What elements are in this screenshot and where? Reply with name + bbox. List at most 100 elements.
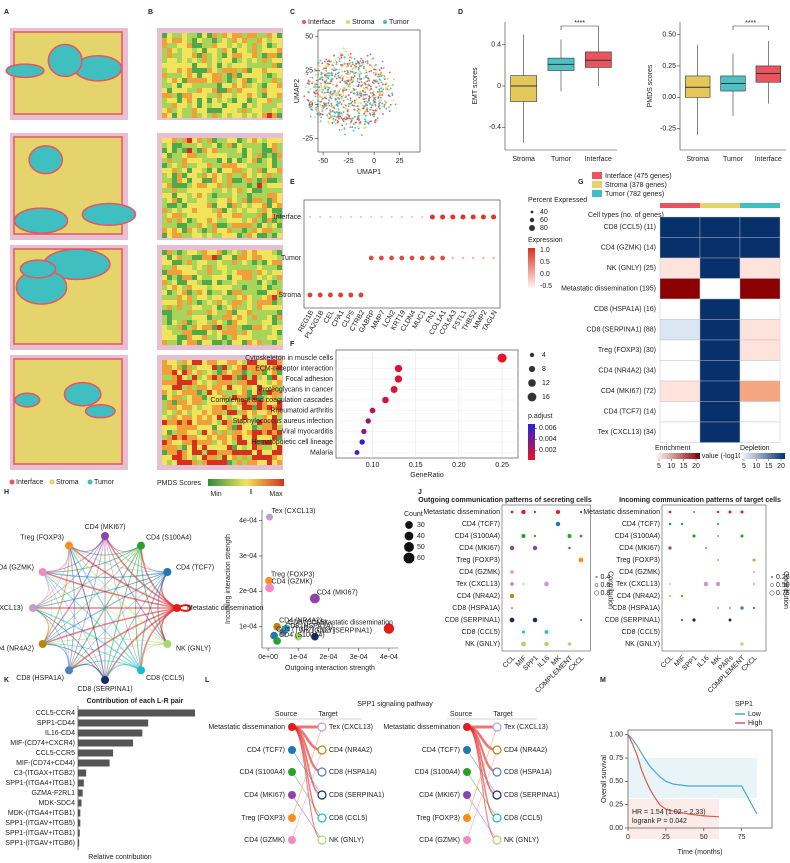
score-spot [197, 450, 202, 455]
cell-point [349, 122, 352, 125]
cell-point [342, 99, 345, 102]
score-spot [222, 148, 227, 153]
score-spot [277, 410, 282, 415]
score-spot [252, 390, 257, 395]
score-spot [192, 420, 197, 425]
score-spot [222, 365, 227, 370]
score-spot [267, 365, 272, 370]
tumor-region [63, 381, 102, 407]
cell-point [356, 125, 359, 128]
score-spot [262, 53, 267, 58]
score-spot [212, 188, 217, 193]
score-spot [167, 340, 172, 345]
score-spot [192, 285, 197, 290]
score-spot [172, 48, 177, 53]
cell-point [319, 104, 322, 106]
edge [104, 607, 178, 681]
score-spot [252, 103, 257, 108]
cell-point [380, 99, 382, 102]
score-spot [252, 455, 257, 460]
score-spot [277, 88, 282, 93]
score-spot [167, 415, 172, 420]
score-spot [277, 168, 282, 173]
score-spot [272, 300, 277, 305]
score-spot [192, 208, 197, 213]
score-spot [232, 143, 237, 148]
score-spot [182, 425, 187, 430]
score-spot [227, 400, 232, 405]
score-spot [212, 290, 217, 295]
edge [42, 545, 142, 573]
cell-point [356, 85, 359, 88]
cell-point [353, 72, 355, 75]
score-spot [267, 153, 272, 158]
score-spot [192, 395, 197, 400]
score-spot [192, 340, 197, 345]
legend-dot [49, 479, 55, 485]
score-spot [212, 405, 217, 410]
score-spot [187, 430, 192, 435]
pattern-dot [740, 534, 744, 538]
cell-point [362, 67, 365, 70]
pattern-dot [567, 534, 572, 538]
legend-dot [403, 552, 415, 564]
expression-dot [379, 255, 384, 261]
score-spot [172, 188, 177, 193]
score-spot [172, 58, 177, 63]
score-spot [237, 83, 242, 88]
score-spot [192, 415, 197, 420]
score-spot [247, 153, 252, 158]
score-spot [217, 53, 222, 58]
legend-label: Low [748, 711, 762, 718]
score-spot [177, 265, 182, 270]
score-spot [167, 360, 172, 365]
score-spot [262, 405, 267, 410]
cell-point [362, 107, 364, 110]
cell-point [374, 121, 376, 124]
score-spot [217, 325, 222, 330]
score-spot [197, 198, 202, 203]
score-spot [232, 163, 237, 168]
score-spot [242, 425, 247, 430]
cell-point [330, 116, 333, 119]
score-spot [177, 78, 182, 83]
score-spot [267, 233, 272, 238]
score-spot [227, 415, 232, 420]
node [163, 568, 172, 576]
score-spot [237, 285, 242, 290]
score-spot [242, 325, 247, 330]
score-spot [172, 260, 177, 265]
target-node [317, 767, 327, 777]
score-spot [272, 280, 277, 285]
cell-point [355, 63, 358, 65]
score-spot [267, 158, 272, 163]
score-spot [172, 365, 177, 370]
score-spot [277, 260, 282, 265]
heatmap-cell [699, 401, 741, 423]
legend-label: 16 [542, 394, 550, 401]
score-spot [227, 193, 232, 198]
cell-point [340, 103, 343, 106]
score-spot [207, 88, 212, 93]
score-spot [217, 305, 222, 310]
panel-title: Incoming communication patterns of targe… [619, 497, 781, 504]
tumor-region [13, 207, 69, 234]
score-spot [237, 98, 242, 103]
score-spot [172, 295, 177, 300]
x-tick-label: 1e-04 [289, 654, 307, 661]
score-spot [202, 158, 207, 163]
score-spot [212, 48, 217, 53]
score-spot [242, 445, 247, 450]
score-spot [222, 178, 227, 183]
score-spot [232, 78, 237, 83]
score-spot [182, 38, 187, 43]
cell-point [337, 114, 340, 117]
score-spot [267, 260, 272, 265]
score-spot [182, 43, 187, 48]
score-spot [262, 455, 267, 460]
heatmap-cell [659, 319, 701, 341]
cell-point [331, 93, 334, 95]
score-spot [212, 98, 217, 103]
cell-point [340, 74, 343, 77]
score-spot [202, 113, 207, 118]
